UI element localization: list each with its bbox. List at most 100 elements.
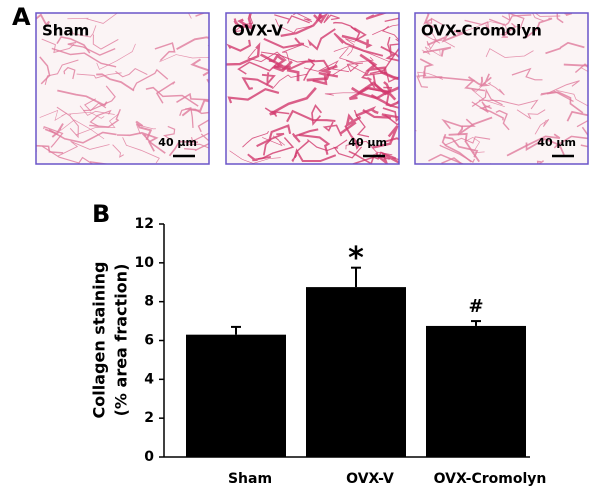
fiber [545,41,585,55]
image-label: Sham [42,22,89,40]
fiber [242,131,270,148]
fiber [36,144,64,154]
fiber [345,140,393,156]
fiber [444,136,491,146]
micrographs: Sham 40 µm OVX-V 40 µm OVX-Cromolyn 40 µm [35,12,589,165]
fiber [372,74,399,109]
fiber [168,140,199,157]
fiber [441,118,476,130]
fiber [145,86,199,107]
fiber [384,17,399,23]
fiber [281,44,309,63]
y-tick-label: 2 [144,410,154,426]
scale-bar-label: 40 µm [348,136,387,149]
fiber [506,133,561,157]
fiber [79,105,115,116]
y-tick-label: 0 [144,449,154,465]
fiber [311,103,323,126]
fiber [258,137,295,160]
fiber [443,136,479,158]
micrograph [226,13,399,164]
fiber [83,85,116,112]
micrograph-border [225,12,400,165]
fiber [159,54,209,63]
fiber [241,77,274,90]
fiber [416,70,428,88]
fiber [263,37,305,49]
y-tick-label: 8 [144,294,154,310]
fiber [339,113,362,135]
fiber [341,34,373,49]
fiber [44,59,79,86]
fiber [323,14,340,24]
fiber [268,54,286,67]
fiber [369,48,399,75]
fiber [264,107,290,117]
y-tick-label: 10 [135,255,155,271]
fiber [372,125,399,149]
fiber [574,63,588,74]
fiber [291,128,319,143]
fiber [132,68,169,91]
fiber [361,72,376,89]
fiber [379,71,399,81]
fiber [419,58,443,79]
fiber [227,88,280,104]
fiber [76,72,122,79]
fiber [272,73,308,90]
fiber [273,65,300,82]
fiber [269,87,317,116]
fiber [303,58,316,81]
panel-label: B [92,200,110,228]
fiber [439,144,476,163]
fiber [56,106,79,139]
x-tick-label: Sham [228,471,272,487]
fiber [382,107,399,123]
fiber [190,132,209,143]
fiber [485,48,534,58]
x-tick-label: OVX-Cromolyn [434,471,547,487]
fiber [580,126,588,148]
fiber [262,135,286,147]
fiber [422,46,452,57]
fiber [293,148,337,162]
fiber [303,60,350,73]
fiber [112,144,124,158]
fiber [464,19,490,34]
y-axis-label: (% area fraction) [112,264,131,417]
fiber [353,109,370,138]
fiber [556,13,564,24]
micrograph-border [414,12,589,165]
fiber [260,51,315,63]
fiber [36,13,50,27]
fiber [370,94,399,107]
fiber [426,32,437,50]
fiber [154,42,176,62]
fiber [362,109,399,119]
fiber [553,135,588,149]
fiber [333,46,390,63]
fiber [364,70,399,83]
fiber [48,129,117,144]
fiber [84,98,107,112]
fiber [179,106,194,128]
fiber [540,80,580,95]
fiber [280,13,324,38]
fiber [286,109,336,123]
fiber [75,113,119,136]
fiber [322,121,343,137]
fiber [425,17,443,28]
fiber [226,39,252,52]
fiber [135,120,153,141]
micrograph [415,13,588,164]
bar [186,334,286,457]
fiber [534,119,550,135]
fiber [437,76,486,92]
fiber [380,45,399,62]
fiber [232,14,254,33]
y-axis-label: Collagen staining [90,262,109,419]
fiber [464,136,485,154]
fiber [56,36,91,54]
fiber [51,47,117,68]
